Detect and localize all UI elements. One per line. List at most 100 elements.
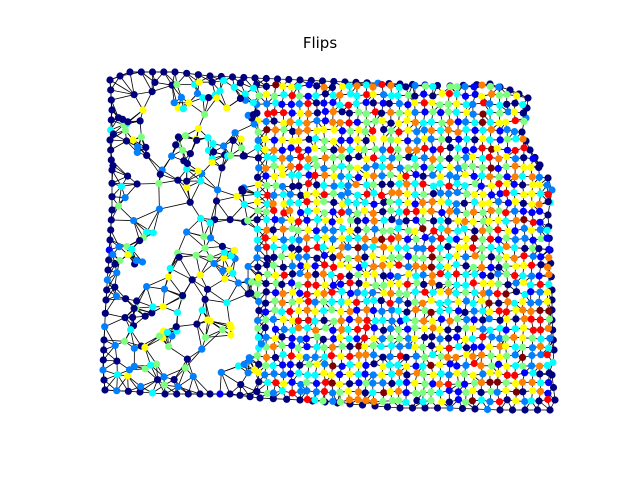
graph-node bbox=[303, 163, 311, 171]
graph-node bbox=[495, 263, 503, 272]
graph-node bbox=[518, 298, 527, 306]
graph-node bbox=[345, 154, 353, 162]
graph-node bbox=[404, 137, 412, 145]
graph-node bbox=[313, 254, 321, 262]
graph-node bbox=[304, 110, 313, 118]
graph-node bbox=[312, 162, 321, 170]
graph-node bbox=[344, 325, 352, 333]
graph-node bbox=[454, 343, 463, 351]
graph-node bbox=[352, 199, 360, 207]
graph-node bbox=[355, 342, 363, 350]
graph-node bbox=[411, 335, 419, 343]
graph-node bbox=[520, 315, 529, 323]
graph-node bbox=[429, 351, 437, 359]
graph-node bbox=[330, 77, 338, 86]
graph-node bbox=[411, 191, 419, 199]
graph-node bbox=[452, 353, 460, 361]
graph-node bbox=[462, 253, 470, 261]
graph-node bbox=[264, 191, 272, 199]
graph-node bbox=[269, 315, 277, 323]
graph-node bbox=[279, 190, 287, 199]
graph-node bbox=[405, 270, 413, 278]
graph-node bbox=[394, 119, 403, 128]
graph-node bbox=[344, 254, 352, 263]
graph-node bbox=[280, 325, 288, 334]
graph-node bbox=[345, 119, 353, 127]
graph-node bbox=[280, 236, 288, 244]
graph-edge bbox=[196, 324, 203, 350]
graph-node bbox=[395, 189, 403, 197]
graph-node bbox=[313, 181, 321, 189]
graph-node bbox=[253, 198, 261, 206]
graph-node bbox=[428, 99, 436, 107]
graph-node bbox=[429, 288, 437, 296]
graph-node bbox=[428, 198, 436, 206]
graph-node bbox=[419, 362, 427, 370]
graph-node bbox=[479, 217, 488, 225]
graph-node bbox=[469, 110, 477, 118]
graph-node bbox=[320, 209, 328, 217]
graph-edge bbox=[216, 200, 231, 220]
graph-node bbox=[160, 68, 168, 76]
graph-node bbox=[479, 126, 487, 134]
graph-node bbox=[427, 263, 436, 271]
graph-node bbox=[263, 216, 271, 224]
graph-node bbox=[379, 227, 387, 235]
graph-node bbox=[354, 254, 362, 263]
graph-node bbox=[320, 251, 328, 260]
graph-node bbox=[385, 99, 393, 108]
graph-node bbox=[370, 189, 378, 197]
graph-node bbox=[379, 146, 387, 154]
graph-node bbox=[253, 190, 261, 198]
graph-node bbox=[413, 146, 421, 154]
graph-node bbox=[286, 118, 294, 126]
graph-node bbox=[345, 173, 353, 181]
graph-node bbox=[318, 77, 327, 85]
graph-node bbox=[294, 83, 302, 91]
graph-node bbox=[369, 289, 377, 297]
graph-node bbox=[479, 110, 487, 118]
graph-node bbox=[411, 180, 419, 188]
graph-node bbox=[379, 326, 388, 334]
graph-node bbox=[536, 280, 544, 289]
graph-node bbox=[444, 227, 452, 235]
graph-node bbox=[402, 353, 410, 361]
graph-node bbox=[411, 343, 419, 351]
graph-node bbox=[387, 180, 395, 188]
graph-edge bbox=[177, 180, 191, 203]
graph-node bbox=[378, 117, 386, 125]
graph-node bbox=[361, 198, 369, 207]
graph-node bbox=[311, 317, 319, 325]
graph-node bbox=[452, 270, 460, 278]
graph-node bbox=[303, 198, 311, 206]
graph-node bbox=[313, 360, 321, 368]
graph-node bbox=[371, 108, 379, 116]
graph-node bbox=[438, 119, 446, 127]
graph-node bbox=[285, 75, 293, 84]
graph-node bbox=[361, 253, 369, 261]
graph-node bbox=[337, 280, 345, 288]
graph-node bbox=[403, 180, 411, 188]
graph-node bbox=[106, 236, 114, 244]
graph-node bbox=[394, 92, 402, 100]
graph-node bbox=[438, 209, 446, 217]
graph-node bbox=[495, 280, 503, 288]
graph-node bbox=[421, 233, 429, 242]
graph-node bbox=[436, 361, 444, 369]
graph-node bbox=[446, 171, 454, 179]
graph-edge bbox=[111, 219, 134, 221]
graph-node bbox=[288, 298, 296, 306]
graph-node bbox=[330, 198, 338, 207]
graph-node bbox=[511, 351, 519, 359]
graph-node bbox=[369, 306, 377, 315]
graph-node bbox=[255, 92, 263, 100]
graph-node bbox=[502, 217, 510, 225]
graph-node bbox=[320, 99, 328, 107]
graph-node bbox=[171, 68, 179, 76]
graph-node bbox=[311, 307, 319, 316]
graph-node bbox=[338, 146, 346, 154]
graph-node bbox=[436, 163, 444, 171]
graph-node bbox=[521, 234, 529, 242]
graph-node bbox=[321, 137, 329, 145]
graph-node bbox=[471, 90, 479, 98]
